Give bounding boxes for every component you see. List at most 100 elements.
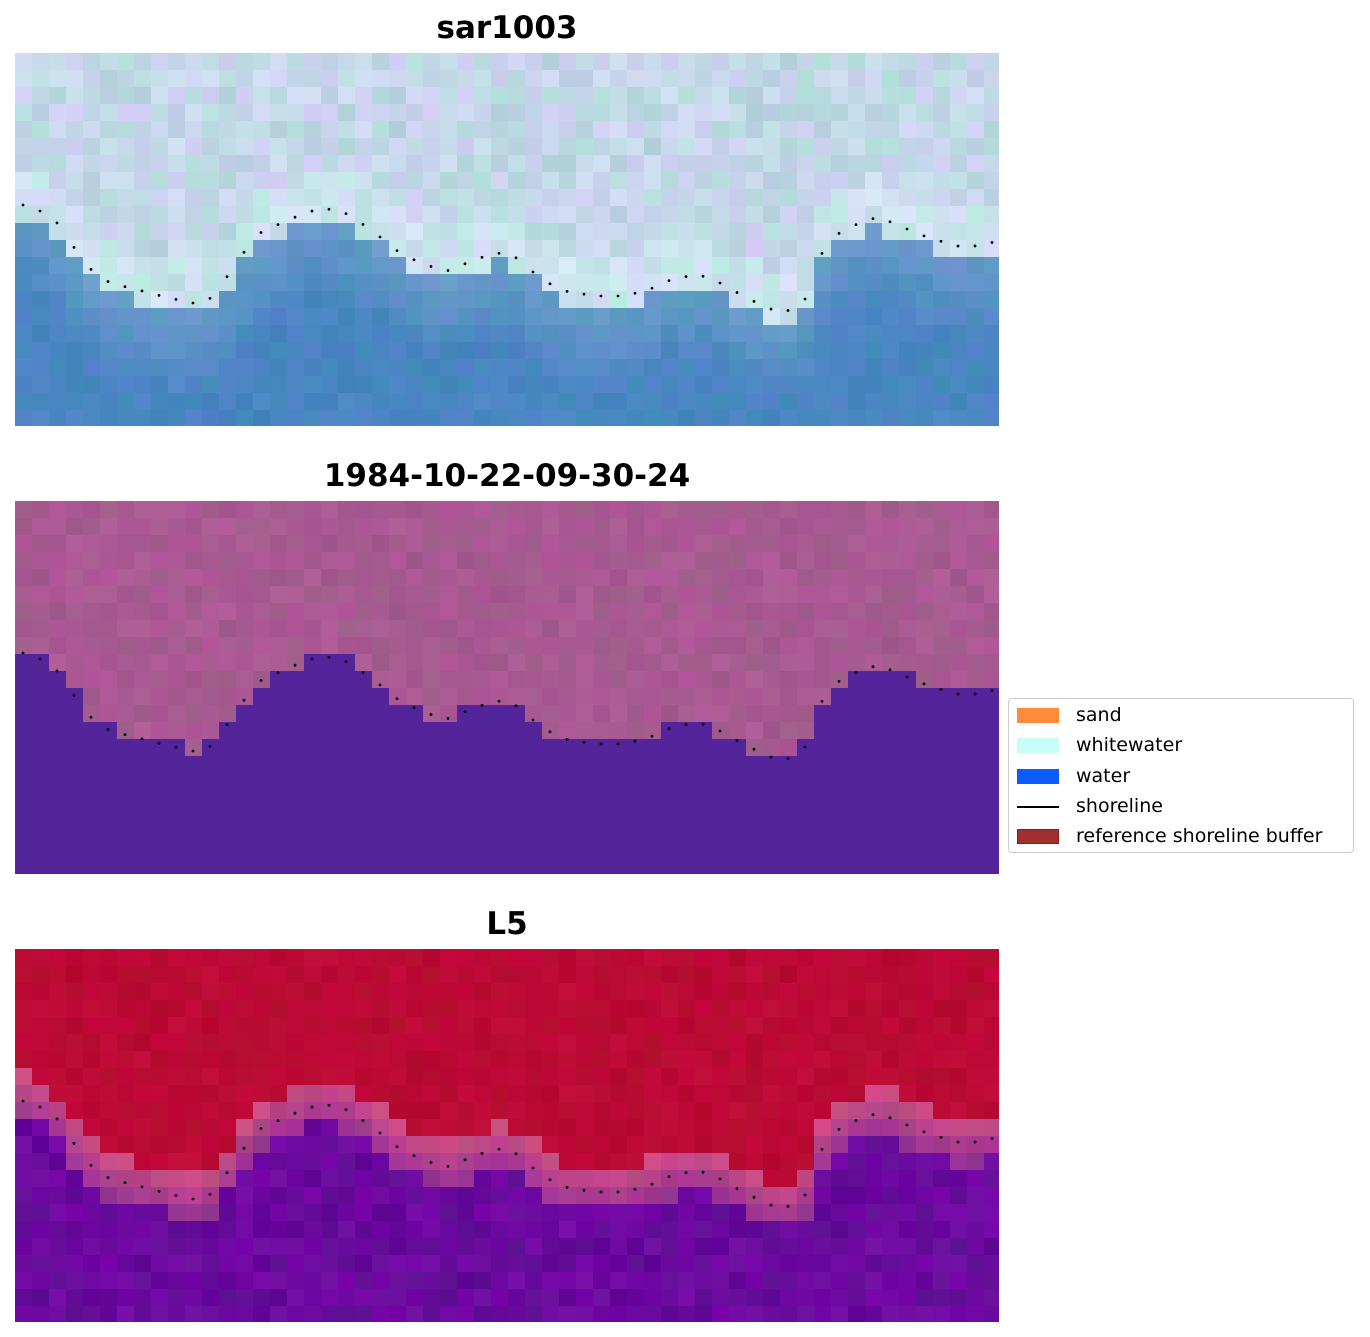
pixel-cell: [219, 858, 237, 874]
pixel-cell: [15, 790, 33, 808]
pixel-cell: [253, 308, 271, 326]
pixel-cell: [321, 172, 339, 190]
pixel-cell: [729, 1221, 747, 1239]
shoreline-point: [752, 299, 756, 303]
shoreline-point: [276, 223, 280, 227]
pixel-cell: [882, 586, 900, 604]
pixel-cell: [457, 70, 475, 88]
pixel-cell: [814, 1051, 832, 1069]
pixel-cell: [457, 1153, 475, 1171]
pixel-cell: [967, 586, 985, 604]
pixel-cell: [117, 206, 135, 224]
pixel-cell: [746, 223, 764, 241]
pixel-cell: [372, 189, 390, 207]
pixel-cell: [236, 104, 254, 122]
pixel-cell: [882, 1136, 900, 1154]
pixel-cell: [559, 949, 577, 967]
pixel-cell: [508, 1034, 526, 1052]
pixel-cell: [729, 705, 747, 723]
pixel-cell: [984, 501, 999, 519]
pixel-cell: [950, 1170, 968, 1188]
pixel-cell: [236, 1255, 254, 1273]
pixel-cell: [66, 1068, 84, 1086]
pixel-cell: [202, 155, 220, 173]
pixel-cell: [899, 87, 917, 105]
pixel-cell: [814, 53, 832, 71]
pixel-cell: [882, 87, 900, 105]
pixel-cell: [899, 172, 917, 190]
pixel-cell: [321, 87, 339, 105]
pixel-cell: [712, 1017, 730, 1035]
pixel-cell: [457, 552, 475, 570]
pixel-cell: [899, 1221, 917, 1239]
pixel-cell: [763, 1102, 781, 1120]
pixel-cell: [83, 257, 101, 275]
pixel-cell: [644, 1051, 662, 1069]
pixel-cell: [372, 223, 390, 241]
pixel-cell: [355, 688, 373, 706]
pixel-cell: [66, 773, 84, 791]
pixel-cell: [848, 1051, 866, 1069]
pixel-cell: [542, 206, 560, 224]
pixel-cell: [950, 603, 968, 621]
pixel-cell: [729, 172, 747, 190]
pixel-cell: [695, 569, 713, 587]
shoreline-point: [157, 1190, 161, 1193]
pixel-cell: [355, 983, 373, 1001]
pixel-cell: [814, 189, 832, 207]
pixel-cell: [406, 1170, 424, 1188]
pixel-cell: [576, 1289, 594, 1307]
pixel-cell: [916, 240, 934, 258]
pixel-cell: [134, 688, 152, 706]
shoreline-point: [667, 1175, 671, 1179]
pixel-cell: [304, 1136, 322, 1154]
pixel-cell: [32, 206, 50, 224]
pixel-cell: [763, 189, 781, 207]
pixel-cell: [32, 1119, 50, 1137]
pixel-cell: [49, 535, 67, 553]
pixel-cell: [304, 1170, 322, 1188]
pixel-cell: [882, 240, 900, 258]
pixel-cell: [372, 807, 390, 825]
pixel-cell: [168, 1170, 186, 1188]
pixel-cell: [270, 274, 288, 292]
pixel-cell: [814, 87, 832, 105]
pixel-cell: [440, 257, 458, 275]
pixel-cell: [236, 1153, 254, 1171]
pixel-cell: [678, 552, 696, 570]
pixel-cell: [882, 518, 900, 536]
pixel-cell: [15, 172, 33, 190]
pixel-cell: [474, 654, 492, 672]
pixel-cell: [287, 858, 305, 874]
pixel-cell: [253, 1289, 271, 1307]
pixel-cell: [372, 535, 390, 553]
pixel-cell: [83, 773, 101, 791]
pixel-cell: [355, 1153, 373, 1171]
pixel-cell: [695, 824, 713, 842]
pixel-cell: [610, 155, 628, 173]
pixel-cell: [678, 1187, 696, 1205]
pixel-cell: [49, 1136, 67, 1154]
pixel-cell: [933, 858, 951, 874]
pixel-cell: [440, 172, 458, 190]
pixel-cell: [49, 1051, 67, 1069]
shoreline-point: [837, 679, 841, 683]
pixel-cell: [593, 274, 611, 292]
pixel-cell: [967, 1119, 985, 1137]
pixel-cell: [814, 393, 832, 411]
pixel-cell: [406, 671, 424, 689]
pixel-cell: [270, 1187, 288, 1205]
pixel-cell: [644, 393, 662, 411]
pixel-cell: [168, 1306, 186, 1322]
pixel-cell: [270, 773, 288, 791]
pixel-cell: [916, 569, 934, 587]
pixel-cell: [814, 172, 832, 190]
pixel-cell: [49, 569, 67, 587]
pixel-cell: [270, 53, 288, 71]
pixel-cell: [202, 257, 220, 275]
pixel-cell: [967, 637, 985, 655]
pixel-cell: [661, 501, 679, 519]
pixel-cell: [763, 1017, 781, 1035]
pixel-cell: [389, 983, 407, 1001]
pixel-cell: [151, 1306, 169, 1322]
